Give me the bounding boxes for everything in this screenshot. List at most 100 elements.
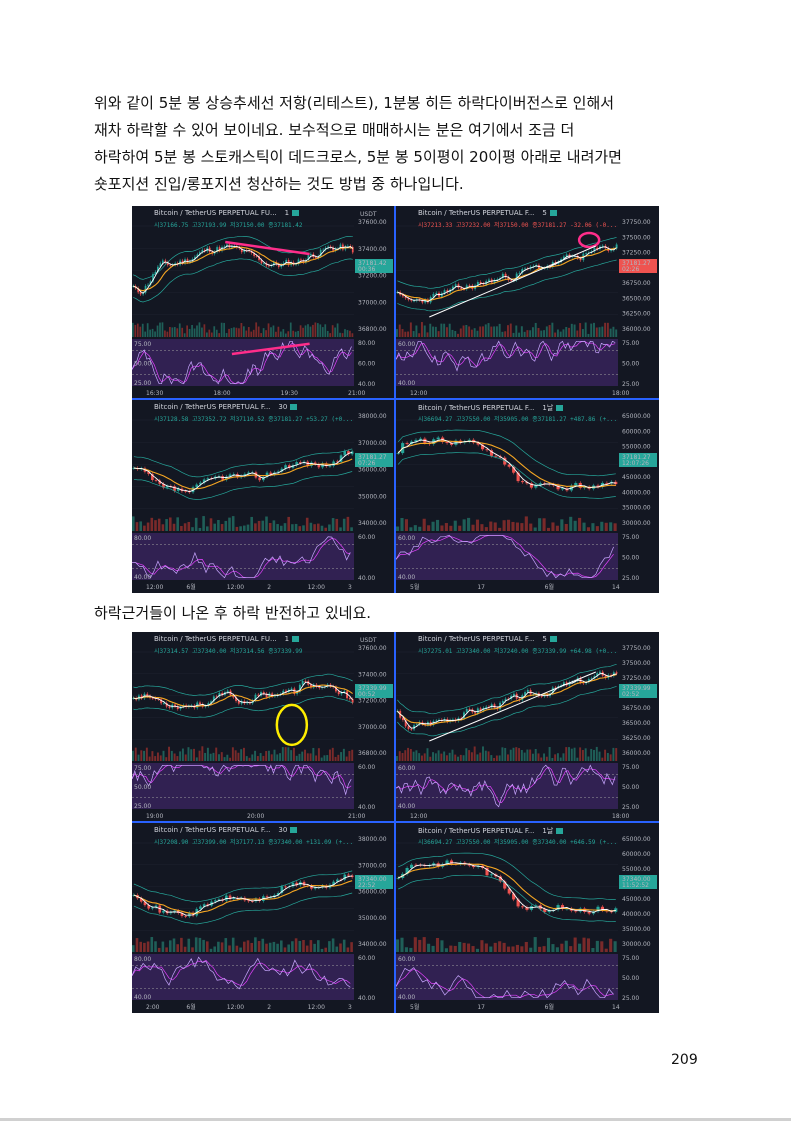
price-tick-label: 36250.00 <box>622 735 651 742</box>
candles <box>396 242 618 305</box>
time-tick-label: 14 <box>612 584 620 591</box>
osc-tick-label: 60.00 <box>358 955 375 962</box>
price-tick-label: 37000.00 <box>358 299 387 306</box>
paragraph-line: 숏포지션 진입/롱포지션 청산하는 것도 방법 중 하나입니다. <box>94 175 464 193</box>
price-tick-label: 65000.00 <box>622 836 651 843</box>
time-tick-label: 12:00 <box>227 1004 244 1011</box>
osc-left-tick-label: 60.00 <box>398 765 415 772</box>
flag-icon <box>556 828 564 834</box>
osc-tick-label: 75.00 <box>622 955 639 962</box>
osc-left-tick-label: 80.00 <box>134 956 151 963</box>
timeframe-label: 30 <box>278 403 288 411</box>
price-tick-label: 36750.00 <box>622 705 651 712</box>
time-tick-label: 5월 <box>410 583 419 591</box>
price-tick-label: 37200.00 <box>358 698 387 705</box>
chart-pane: 37750.0037500.0037250.0037000.0036750.00… <box>396 632 658 821</box>
ohlc-readout: 시36694.27 고37550.00 저35905.00 종37340.00 … <box>418 839 618 846</box>
chart-pane: 65000.0060000.0055000.0050000.0045000.00… <box>396 823 658 1012</box>
osc-left-tick-label: 40.00 <box>398 574 415 581</box>
time-tick-label: 17 <box>477 1004 485 1011</box>
osc-left-tick-label: 50.00 <box>134 361 151 368</box>
current-price-label: 37340.00 <box>358 876 387 883</box>
current-price-label: 37340.00 <box>622 876 651 883</box>
time-tick-label: 2:00 <box>146 1004 160 1011</box>
candlestick-chart: 38000.00 37000.00 36000.00 35000.00 34000.00… <box>132 413 393 591</box>
candlestick-chart: 37600.00 37400.00 37200.00 37000.00 36800.00… <box>132 211 393 397</box>
ohlc-readout: 시37213.33 고37232.00 저37150.00 종37181.27 … <box>418 222 618 229</box>
time-tick-label: 2 <box>267 584 271 591</box>
flag-icon <box>549 636 557 642</box>
pane-divider[interactable] <box>132 821 659 823</box>
caption-text: 하락근거들이 나온 후 하락 반전하고 있네요. <box>94 604 372 622</box>
chart-screenshot-1: 37600.00 37400.00 37200.00 37000.00 36800.00… <box>132 206 659 593</box>
osc-tick-label: 75.00 <box>622 534 639 541</box>
candles <box>396 435 618 493</box>
osc-tick-label: 50.00 <box>622 361 639 368</box>
symbol-title: Bitcoin / TetherUS PERPETUAL F... 1날 <box>418 403 564 413</box>
osc-tick-label: 80.00 <box>358 340 375 347</box>
price-tick-label: 37500.00 <box>622 660 651 667</box>
symbol-title: Bitcoin / TetherUS PERPETUAL FU... 1 <box>154 635 300 643</box>
price-tick-label: 36000.00 <box>622 750 651 757</box>
price-tick-label: 36000.00 <box>358 467 387 474</box>
trendline-annotation <box>231 342 310 356</box>
flag-icon <box>290 827 298 833</box>
time-tick-label: 17 <box>477 584 485 591</box>
price-tick-label: 36500.00 <box>622 295 651 302</box>
symbol-name: Bitcoin / TetherUS PERPETUAL F... <box>154 403 271 411</box>
countdown-label: 07:26 <box>358 460 375 467</box>
candles <box>132 679 354 711</box>
countdown-label: 02:52 <box>622 691 639 698</box>
symbol-name: Bitcoin / TetherUS PERPETUAL F... <box>418 827 535 835</box>
timeframe-label: 1날 <box>542 827 554 835</box>
price-tick-label: 37500.00 <box>622 234 651 241</box>
pane-divider[interactable] <box>132 398 659 400</box>
price-tick-label: 36000.00 <box>622 326 651 333</box>
flag-icon <box>549 210 557 216</box>
time-tick-label: 6월 <box>545 583 554 591</box>
chart-pane: 37750.0037500.0037250.0037000.0036750.00… <box>396 206 658 398</box>
price-tick-label: 35000.00 <box>622 505 651 512</box>
unit-label: USDT <box>360 637 377 644</box>
chart-pane: 38000.00 37000.00 36000.00 35000.00 34000.00… <box>132 823 394 1012</box>
osc-tick-label: 50.00 <box>622 555 639 562</box>
time-tick-label: 19:30 <box>281 390 298 397</box>
price-tick-label: 37000.00 <box>358 440 387 447</box>
page-number: 209 <box>671 1052 698 1068</box>
price-tick-label: 35000.00 <box>358 493 387 500</box>
price-tick-label: 36800.00 <box>358 326 387 333</box>
symbol-title: Bitcoin / TetherUS PERPETUAL F... 5 <box>418 209 557 217</box>
price-tick-label: 38000.00 <box>358 413 387 420</box>
candles <box>132 449 354 494</box>
time-tick-label: 20:00 <box>247 813 264 820</box>
time-tick-label: 14 <box>612 1004 620 1011</box>
current-price-label: 37181.27 <box>622 454 651 461</box>
osc-left-tick-label: 50.00 <box>134 784 151 791</box>
time-tick-label: 21:00 <box>348 813 365 820</box>
flag-icon <box>556 405 564 411</box>
osc-tick-label: 40.00 <box>358 381 375 388</box>
price-tick-label: 60000.00 <box>622 851 651 858</box>
paragraph-line: 위와 같이 5분 봉 상승추세선 저항(리테스트), 1분봉 히든 하락다이버전… <box>94 94 615 112</box>
chart-pane: 65000.0060000.0055000.0050000.0045000.00… <box>396 400 658 592</box>
candlestick-chart: 37600.00 37400.00 37200.00 37000.00 36800.00… <box>132 637 393 820</box>
symbol-name: Bitcoin / TetherUS PERPETUAL F... <box>418 635 535 643</box>
osc-left-tick-label: 40.00 <box>134 994 151 1001</box>
countdown-label: 00:52 <box>358 691 375 698</box>
ohlc-readout: 시36694.27 고37550.00 저35905.00 종37181.27 … <box>418 416 618 423</box>
time-tick-label: 2 <box>267 1004 271 1011</box>
price-tick-label: 55000.00 <box>622 444 651 451</box>
ohlc-readout: 시37166.75 고37193.99 저37150.00 종37181.42 <box>154 222 303 229</box>
time-tick-label: 16:30 <box>146 390 163 397</box>
price-tick-label: 55000.00 <box>622 866 651 873</box>
circle-annotation <box>577 231 601 249</box>
time-tick-label: 12:00 <box>308 1004 325 1011</box>
trendline-annotation <box>225 240 310 256</box>
current-price-label: 37181.27 <box>622 260 651 267</box>
osc-left-tick-label: 25.00 <box>134 803 151 810</box>
time-tick-label: 6월 <box>545 1003 554 1011</box>
time-tick-label: 12:00 <box>227 584 244 591</box>
paragraph-line: 재차 하락할 수 있어 보이네요. 보수적으로 매매하시는 분은 여기에서 조금… <box>94 121 575 139</box>
time-tick-label: 6월 <box>186 583 195 591</box>
ohlc-readout: 시37314.57 고37340.00 저37314.56 종37339.99 <box>154 648 303 655</box>
